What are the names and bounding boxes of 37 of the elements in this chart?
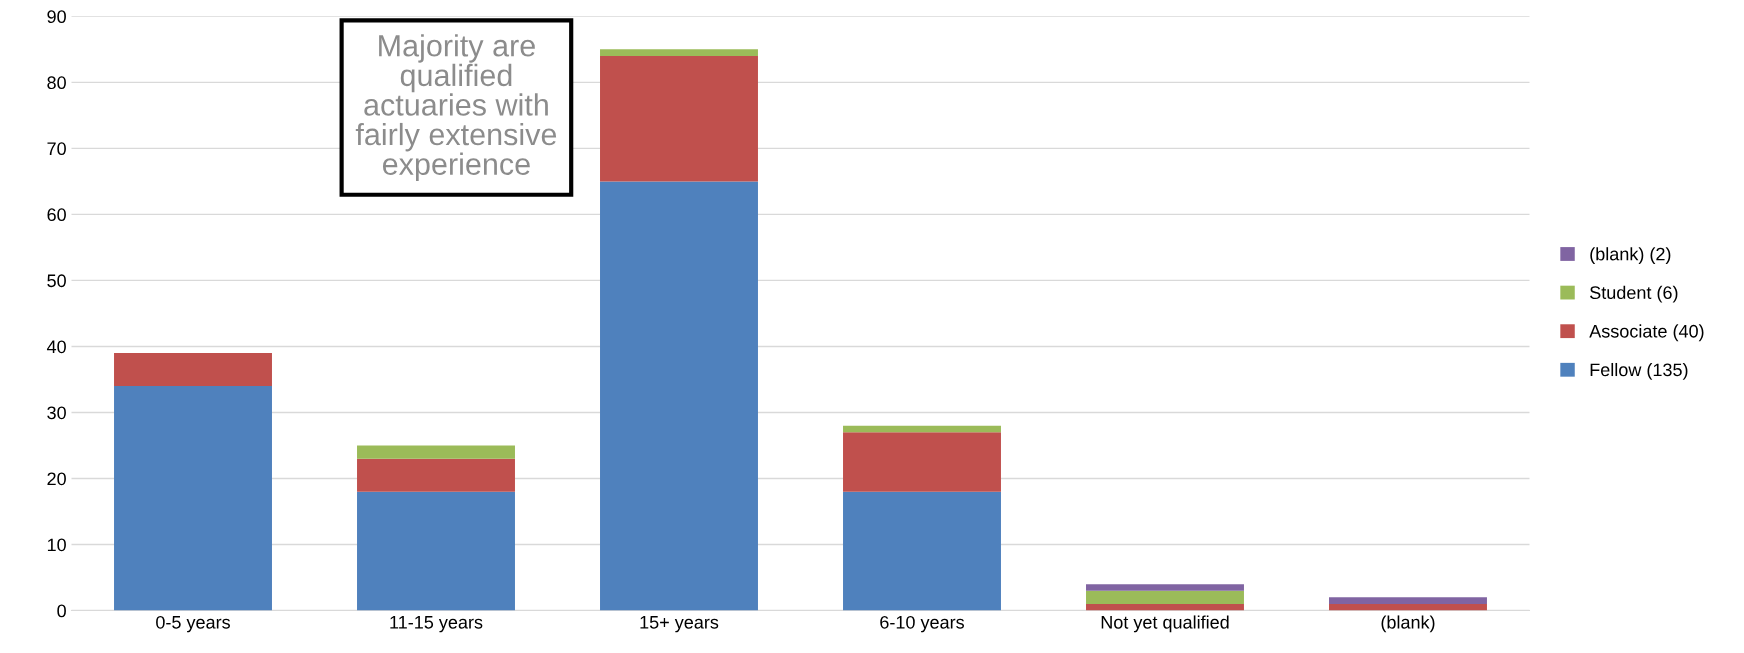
- x-tick-label: 11-15 years: [390, 616, 483, 633]
- bar: [1329, 603, 1487, 611]
- bar: [357, 491, 515, 611]
- bar: [600, 49, 758, 56]
- y-tick-label: 50: [47, 274, 66, 288]
- y-tick-label: 40: [46, 340, 66, 354]
- bar: [357, 458, 515, 492]
- bar: [600, 55, 758, 182]
- bar: [843, 491, 1001, 611]
- bar: [1329, 597, 1487, 604]
- annotation: Majority are qualified actuaries with fairly extensive experience: [355, 34, 557, 181]
- x-tick-label: (blank): [1381, 615, 1435, 633]
- x-tick-label: 0-5 years: [156, 615, 230, 633]
- bar: [114, 386, 272, 611]
- legend-label: (blank) (2): [1590, 247, 1671, 264]
- y-tick-label: 10: [47, 538, 66, 552]
- bar: [843, 432, 1001, 492]
- bar: [1086, 590, 1244, 604]
- x-tick-label: 6-10 years: [880, 615, 964, 633]
- y-tick-label: 0: [57, 604, 66, 618]
- y-tick-label: 30: [47, 406, 66, 420]
- bar: [1086, 603, 1244, 611]
- legend-label: Associate (40): [1589, 324, 1704, 342]
- y-tick-label: 90: [47, 10, 66, 24]
- bar: [843, 425, 1001, 433]
- bar: [1086, 584, 1244, 591]
- bar: [600, 181, 758, 611]
- y-tick-label: 60: [47, 208, 66, 222]
- bar: [357, 445, 515, 459]
- x-tick-label: 15+ years: [640, 616, 719, 633]
- y-tick-label: 70: [47, 142, 66, 156]
- legend-label: Student (6): [1590, 285, 1678, 303]
- y-tick-label: 20: [47, 472, 66, 486]
- bar: [114, 353, 272, 387]
- x-tick-label: Not yet qualified: [1101, 615, 1229, 633]
- legend-label: Fellow (135): [1590, 362, 1688, 380]
- y-tick-label: 80: [47, 76, 66, 90]
